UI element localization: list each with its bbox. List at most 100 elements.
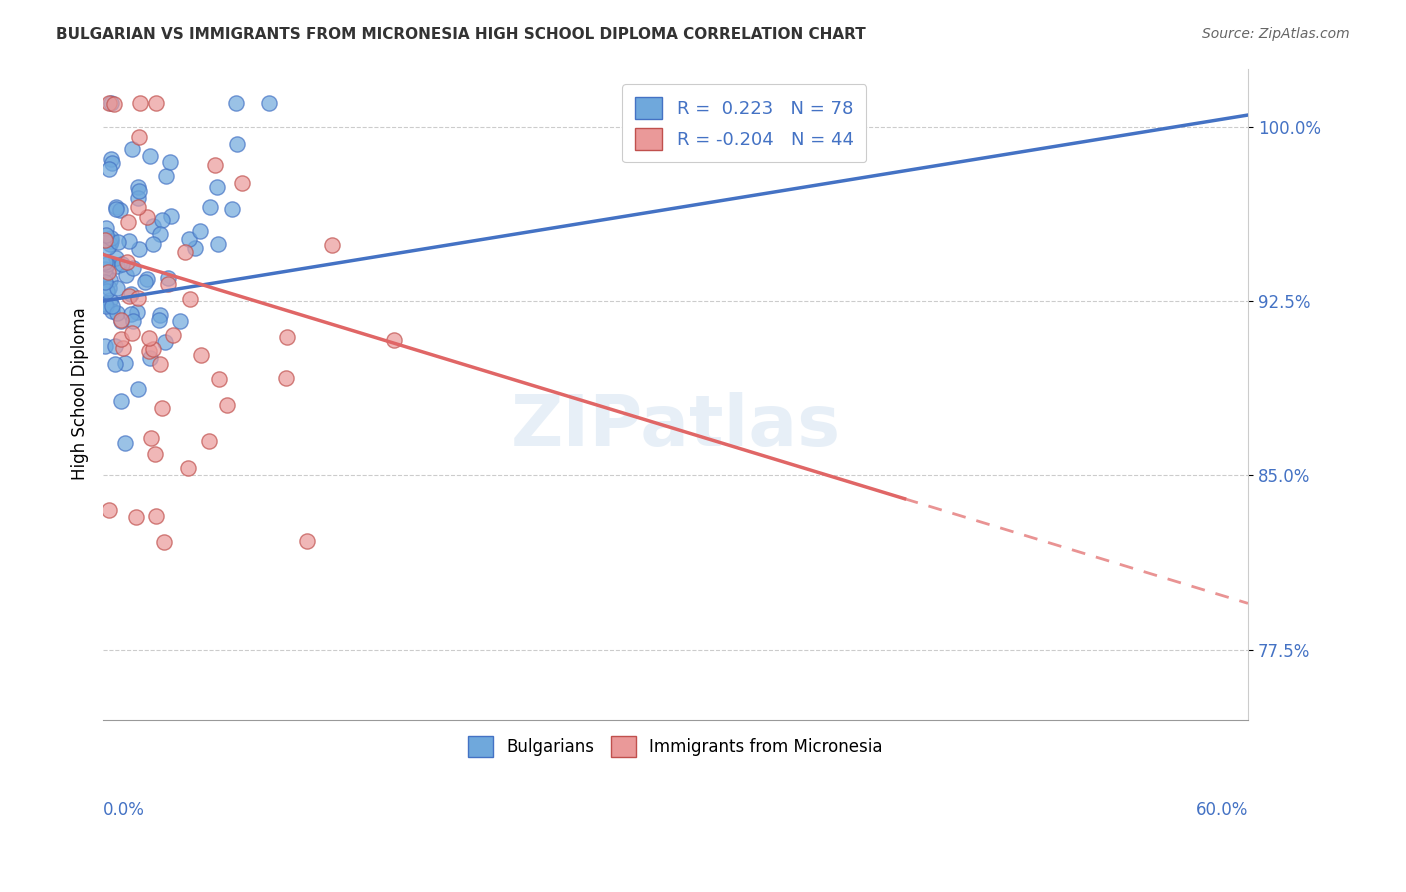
Text: 0.0%: 0.0% (103, 801, 145, 819)
Y-axis label: High School Diploma: High School Diploma (72, 308, 89, 481)
Point (128, 184, 150, 198)
Point (94, 299, 117, 313)
Point (94, 234, 117, 248)
Point (94, 339, 117, 353)
Point (105, 251, 128, 265)
Point (128, 96, 150, 111)
Point (112, 342, 135, 356)
Point (127, 305, 149, 319)
Point (173, 245, 195, 260)
Text: ZIPatlas: ZIPatlas (510, 392, 841, 461)
Point (205, 179, 228, 194)
Point (114, 436, 136, 450)
Point (97, 265, 120, 279)
Point (217, 398, 239, 412)
Point (108, 203, 131, 218)
Point (94, 228, 117, 243)
Point (104, 202, 127, 217)
Text: BULGARIAN VS IMMIGRANTS FROM MICRONESIA HIGH SCHOOL DIPLOMA CORRELATION CHART: BULGARIAN VS IMMIGRANTS FROM MICRONESIA … (56, 27, 866, 42)
Point (190, 349, 212, 363)
Point (142, 343, 165, 357)
Point (125, 510, 148, 524)
Point (127, 382, 149, 396)
Point (184, 241, 207, 255)
Point (208, 372, 231, 386)
Point (100, 231, 122, 245)
Point (97, 240, 120, 254)
Point (98, 273, 121, 287)
Point (110, 314, 132, 328)
Point (94, 255, 117, 269)
Point (94, 220, 117, 235)
Point (207, 236, 229, 251)
Point (122, 261, 145, 276)
Point (139, 148, 162, 162)
Point (96, 257, 118, 271)
Point (122, 314, 145, 328)
Point (110, 313, 132, 327)
Point (100, 235, 122, 249)
Point (97, 503, 120, 517)
Point (221, 202, 243, 217)
Point (94, 261, 117, 276)
Point (231, 176, 253, 190)
Point (134, 275, 156, 289)
Point (120, 287, 142, 301)
Point (149, 309, 172, 323)
Point (105, 260, 128, 274)
Point (276, 330, 298, 344)
Point (142, 237, 165, 252)
Point (198, 434, 221, 448)
Point (139, 351, 162, 366)
Point (198, 200, 221, 214)
Point (160, 209, 183, 223)
Point (153, 535, 176, 549)
Point (118, 234, 141, 248)
Point (114, 355, 136, 369)
Point (117, 215, 139, 229)
Point (136, 272, 159, 286)
Point (204, 158, 226, 172)
Point (98, 293, 121, 308)
Point (179, 292, 201, 306)
Point (143, 447, 166, 461)
Point (127, 291, 149, 305)
Point (94, 267, 117, 281)
Point (138, 344, 160, 359)
Point (153, 334, 176, 349)
Point (169, 314, 191, 328)
Point (156, 271, 179, 285)
Point (128, 130, 150, 145)
Point (101, 304, 124, 318)
Point (321, 237, 343, 252)
Point (136, 210, 159, 224)
Point (94, 297, 117, 311)
Point (150, 213, 173, 227)
Point (225, 96, 247, 111)
Point (190, 224, 212, 238)
Point (176, 461, 198, 475)
Point (94, 275, 117, 289)
Point (98, 96, 121, 111)
Point (111, 257, 134, 271)
Point (104, 339, 127, 353)
Point (156, 277, 179, 291)
Point (110, 394, 132, 409)
Point (103, 357, 125, 371)
Point (100, 96, 122, 111)
Point (96, 284, 118, 298)
Point (150, 401, 173, 415)
Point (118, 289, 141, 303)
Point (127, 180, 149, 194)
Point (115, 268, 138, 283)
Point (148, 313, 170, 327)
Point (105, 280, 128, 294)
Point (384, 334, 406, 348)
Point (97, 281, 120, 295)
Point (276, 371, 298, 385)
Point (98, 236, 121, 251)
Point (257, 96, 280, 111)
Point (149, 227, 172, 241)
Text: 60.0%: 60.0% (1195, 801, 1249, 819)
Point (141, 431, 163, 445)
